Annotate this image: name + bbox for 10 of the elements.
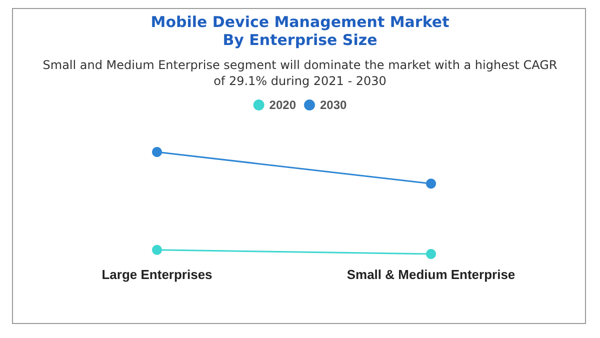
chart-subtitle: Small and Medium Enterprise segment will dominate the market with a highest CAGR of 29.1% during 2021 - 2030 bbox=[42, 58, 558, 88]
point bbox=[152, 244, 162, 255]
point bbox=[152, 147, 162, 157]
x-tick-label: Small & Medium Enterprise bbox=[346, 267, 516, 282]
point bbox=[426, 249, 436, 259]
x-tick-label: Large Enterprises bbox=[102, 267, 212, 282]
legend-label: 2030 bbox=[320, 98, 348, 112]
legend-label: 2020 bbox=[269, 98, 296, 112]
chart-title: Mobile Device Management Market By Enterprise Size bbox=[150, 13, 450, 49]
point bbox=[426, 178, 436, 189]
